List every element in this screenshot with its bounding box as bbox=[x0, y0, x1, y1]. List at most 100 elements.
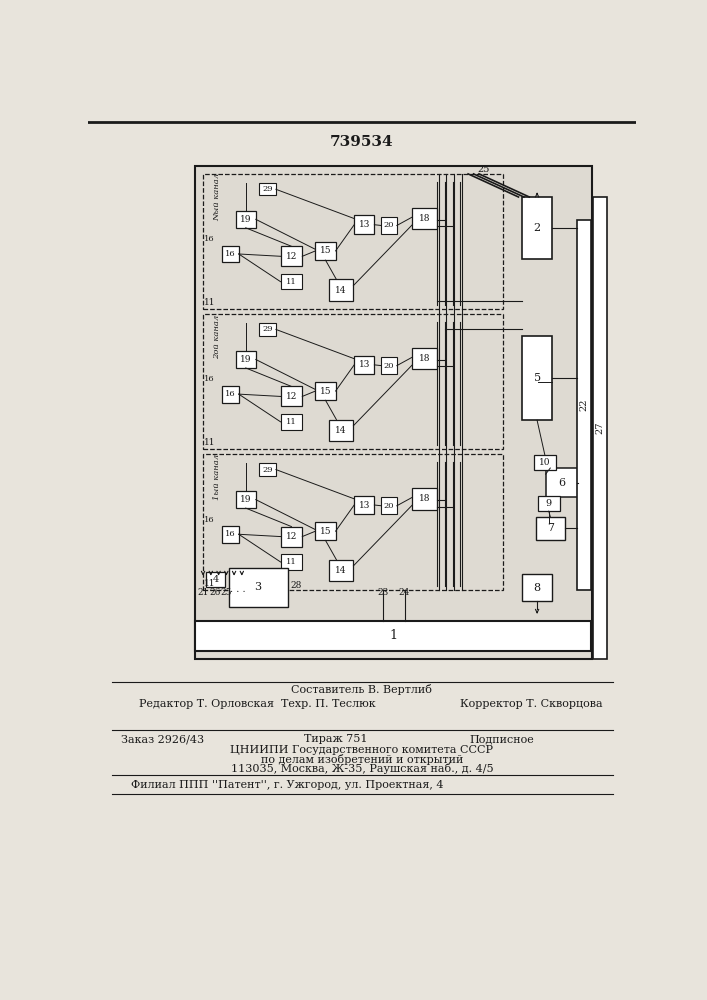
Text: Техр. П. Теслюк: Техр. П. Теслюк bbox=[281, 699, 375, 709]
Text: 18: 18 bbox=[419, 214, 431, 223]
Text: 23: 23 bbox=[378, 588, 389, 597]
Bar bbox=[203, 314, 503, 449]
Text: 1ый канал: 1ый канал bbox=[213, 454, 221, 500]
Text: 14: 14 bbox=[335, 286, 346, 295]
Text: 11: 11 bbox=[204, 438, 215, 447]
Text: 16: 16 bbox=[204, 516, 215, 524]
Text: 18: 18 bbox=[419, 494, 431, 503]
Text: Подписное: Подписное bbox=[469, 734, 534, 744]
Text: 13: 13 bbox=[358, 360, 370, 369]
Bar bbox=[281, 386, 303, 406]
Bar bbox=[206, 572, 225, 587]
Text: 6: 6 bbox=[559, 478, 566, 488]
Bar bbox=[593, 197, 607, 659]
Bar bbox=[259, 323, 276, 336]
Bar bbox=[281, 414, 303, 430]
Text: 21: 21 bbox=[197, 588, 209, 597]
Text: 11: 11 bbox=[286, 418, 297, 426]
Text: 8: 8 bbox=[534, 583, 541, 593]
Text: 20: 20 bbox=[384, 221, 395, 229]
Bar bbox=[195, 620, 590, 651]
Text: 739534: 739534 bbox=[330, 135, 394, 149]
Bar bbox=[281, 274, 303, 289]
Text: 28: 28 bbox=[291, 581, 302, 590]
Text: 20: 20 bbox=[384, 362, 395, 370]
Text: 10: 10 bbox=[539, 458, 551, 467]
Bar bbox=[203, 454, 503, 590]
Bar bbox=[412, 488, 437, 510]
Text: 11: 11 bbox=[286, 558, 297, 566]
Bar bbox=[534, 455, 556, 470]
Text: 4: 4 bbox=[212, 575, 218, 584]
Bar bbox=[538, 496, 559, 511]
Text: 11: 11 bbox=[204, 579, 215, 588]
Text: ЦНИИПИ Государственного комитета СССР: ЦНИИПИ Государственного комитета СССР bbox=[230, 745, 493, 755]
Bar bbox=[522, 197, 552, 259]
Text: 29: 29 bbox=[262, 185, 273, 193]
Text: 11: 11 bbox=[204, 298, 215, 307]
Bar bbox=[259, 463, 276, 476]
Text: 14: 14 bbox=[335, 426, 346, 435]
Bar bbox=[329, 420, 354, 441]
Text: 16: 16 bbox=[225, 250, 235, 258]
Text: 15: 15 bbox=[320, 246, 332, 255]
Bar bbox=[354, 496, 374, 514]
Text: 19: 19 bbox=[240, 215, 252, 224]
Text: Тираж 751: Тираж 751 bbox=[304, 734, 368, 744]
Text: 113035, Москва, Ж-35, Раушская наб., д. 4/5: 113035, Москва, Ж-35, Раушская наб., д. … bbox=[230, 763, 493, 774]
Text: 19: 19 bbox=[240, 495, 252, 504]
Text: . . .: . . . bbox=[230, 585, 246, 594]
Bar bbox=[203, 174, 503, 309]
Bar bbox=[577, 220, 590, 590]
Text: 2ой канал: 2ой канал bbox=[213, 315, 221, 359]
Bar bbox=[412, 348, 437, 369]
Text: 27: 27 bbox=[595, 422, 604, 434]
Text: 13: 13 bbox=[358, 500, 370, 510]
Text: по делам изобретений и открытий: по делам изобретений и открытий bbox=[261, 754, 463, 765]
Bar bbox=[222, 386, 239, 403]
Text: 26: 26 bbox=[209, 588, 221, 597]
Text: 19: 19 bbox=[240, 355, 252, 364]
Bar bbox=[412, 208, 437, 229]
Bar bbox=[259, 183, 276, 195]
Text: 12: 12 bbox=[286, 252, 297, 261]
Bar bbox=[230, 568, 288, 607]
Text: 11: 11 bbox=[286, 278, 297, 286]
Bar bbox=[381, 497, 397, 514]
Text: 13: 13 bbox=[358, 220, 370, 229]
Text: Составитель В. Вертлиб: Составитель В. Вертлиб bbox=[291, 684, 433, 695]
Text: 12: 12 bbox=[286, 532, 297, 541]
Text: 16: 16 bbox=[204, 235, 215, 243]
Text: 18: 18 bbox=[419, 354, 431, 363]
Text: Nый канал: Nый канал bbox=[213, 173, 221, 221]
Text: 2: 2 bbox=[534, 223, 541, 233]
Bar bbox=[546, 468, 578, 497]
Bar bbox=[281, 554, 303, 570]
Text: 12: 12 bbox=[286, 392, 297, 401]
Bar bbox=[315, 242, 336, 260]
Bar bbox=[281, 527, 303, 547]
Bar bbox=[235, 351, 256, 368]
Text: 25: 25 bbox=[221, 588, 232, 597]
Bar bbox=[222, 526, 239, 543]
Text: 16: 16 bbox=[204, 375, 215, 383]
Text: 7: 7 bbox=[547, 523, 554, 533]
Text: 9: 9 bbox=[546, 499, 551, 508]
Text: 15: 15 bbox=[320, 527, 332, 536]
Text: 25: 25 bbox=[477, 165, 490, 174]
Text: Корректор Т. Скворцова: Корректор Т. Скворцова bbox=[460, 699, 603, 709]
Bar bbox=[281, 246, 303, 266]
Bar bbox=[354, 356, 374, 374]
Bar bbox=[235, 211, 256, 228]
Text: 22: 22 bbox=[579, 399, 588, 411]
Text: Редактор Т. Орловская: Редактор Т. Орловская bbox=[139, 699, 274, 709]
Text: Филиал ППП ''Патент'', г. Ужгород, ул. Проектная, 4: Филиал ППП ''Патент'', г. Ужгород, ул. П… bbox=[131, 780, 443, 790]
Text: 16: 16 bbox=[225, 530, 235, 538]
Bar bbox=[522, 574, 552, 601]
Text: 29: 29 bbox=[262, 466, 273, 474]
Text: 16: 16 bbox=[225, 390, 235, 398]
Text: 15: 15 bbox=[320, 387, 332, 396]
Bar bbox=[329, 279, 354, 301]
Bar bbox=[381, 357, 397, 374]
Bar bbox=[354, 215, 374, 234]
